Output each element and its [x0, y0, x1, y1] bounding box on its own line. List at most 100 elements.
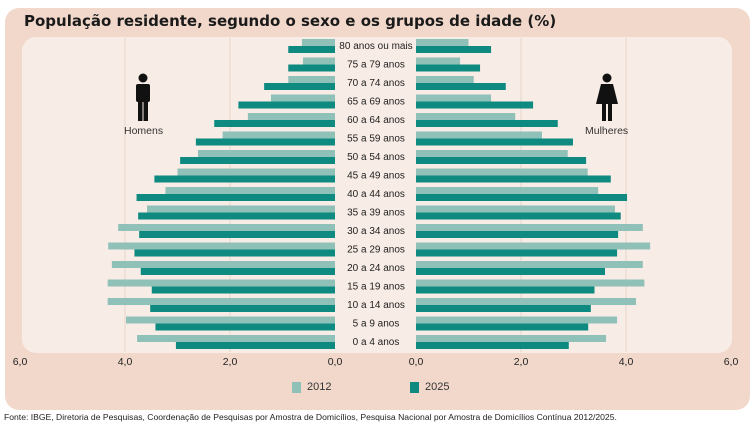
- bar-women-2025: [416, 46, 492, 53]
- bar-men-2025: [136, 194, 335, 201]
- bar-men-2012: [222, 131, 335, 139]
- bar-women-2012: [416, 298, 636, 305]
- bar-women-2025: [416, 249, 618, 257]
- category-label: 25 a 29 anos: [347, 245, 405, 256]
- legend-label-2012: 2012: [307, 381, 332, 393]
- category-label: 30 a 34 anos: [347, 226, 405, 237]
- bar-women-2012: [416, 168, 588, 176]
- men-label: Homens: [124, 125, 164, 137]
- bar-men-2025: [288, 64, 335, 72]
- category-label: 15 a 19 anos: [347, 282, 405, 293]
- bar-women-2025: [416, 268, 605, 275]
- bar-men-2012: [301, 39, 335, 46]
- x-tick-right: 0,0: [409, 356, 424, 368]
- category-label: 80 anos ou mais: [339, 41, 412, 52]
- bar-men-2025: [150, 305, 335, 312]
- bar-women-2025: [416, 83, 506, 90]
- bar-women-2012: [416, 242, 651, 250]
- bar-women-2025: [416, 212, 621, 220]
- category-label: 65 a 69 anos: [347, 97, 405, 108]
- bar-women-2025: [416, 194, 628, 201]
- bar-men-2012: [177, 168, 335, 176]
- legend-swatch-2025: [410, 381, 419, 393]
- bar-women-2012: [416, 94, 492, 102]
- legend-item-2012: 2012: [292, 381, 331, 393]
- bar-women-2025: [416, 175, 611, 183]
- category-label: 5 a 9 anos: [353, 319, 400, 330]
- bar-men-2012: [147, 205, 335, 213]
- bar-men-2012: [197, 150, 335, 157]
- bar-men-2025: [140, 268, 335, 275]
- bar-women-2012: [416, 224, 643, 231]
- bar-men-2012: [111, 261, 335, 268]
- bar-men-2025: [288, 46, 335, 53]
- category-label: 55 a 59 anos: [347, 134, 405, 145]
- bar-women-2025: [416, 323, 589, 331]
- category-label: 70 a 74 anos: [347, 78, 405, 89]
- bar-women-2012: [416, 316, 618, 324]
- bar-men-2025: [134, 249, 335, 257]
- bar-men-2012: [270, 94, 335, 102]
- bar-women-2025: [416, 231, 619, 238]
- category-label: 50 a 54 anos: [347, 152, 405, 163]
- bar-women-2025: [416, 101, 534, 109]
- bar-women-2012: [416, 131, 542, 139]
- bar-women-2012: [416, 150, 568, 157]
- x-tick-left: 6,0: [13, 356, 28, 368]
- legend-item-2025: 2025: [410, 381, 449, 393]
- bar-women-2012: [416, 187, 599, 194]
- category-label: 0 a 4 anos: [353, 337, 400, 348]
- bar-men-2025: [180, 157, 335, 164]
- bar-women-2025: [416, 342, 569, 349]
- bar-women-2025: [416, 120, 558, 127]
- bar-men-2025: [155, 323, 335, 331]
- bar-women-2025: [416, 305, 591, 312]
- bar-men-2012: [137, 335, 335, 342]
- bar-women-2025: [416, 157, 587, 164]
- source-note: Fonte: IBGE, Diretoria de Pesquisas, Coo…: [4, 412, 617, 422]
- bar-women-2012: [416, 57, 461, 65]
- x-tick-left: 0,0: [328, 356, 343, 368]
- category-label: 40 a 44 anos: [347, 189, 405, 200]
- bar-women-2012: [416, 279, 645, 287]
- bar-men-2012: [302, 57, 335, 65]
- bar-men-2025: [151, 286, 335, 294]
- bar-men-2025: [238, 101, 335, 109]
- man-icon: [136, 73, 150, 121]
- bar-men-2012: [165, 187, 335, 194]
- bar-women-2012: [416, 76, 474, 83]
- category-label: 35 a 39 anos: [347, 208, 405, 219]
- category-label: 45 a 49 anos: [347, 171, 405, 182]
- category-label: 20 a 24 anos: [347, 263, 405, 274]
- bar-women-2012: [416, 261, 643, 268]
- x-tick-left: 2,0: [223, 356, 238, 368]
- women-label: Mulheres: [585, 125, 629, 137]
- bar-women-2012: [416, 39, 469, 46]
- category-label: 60 a 64 anos: [347, 115, 405, 126]
- bar-men-2025: [195, 138, 335, 146]
- bar-women-2025: [416, 286, 595, 294]
- category-label: 75 a 79 anos: [347, 60, 405, 71]
- x-tick-left: 4,0: [118, 356, 133, 368]
- chart-title: População residente, segundo o sexo e os…: [24, 12, 557, 30]
- bar-women-2012: [416, 335, 607, 342]
- bar-women-2025: [416, 138, 573, 146]
- bar-men-2025: [175, 342, 335, 349]
- bar-women-2012: [416, 205, 615, 213]
- legend-label-2025: 2025: [425, 381, 450, 393]
- woman-icon: [596, 73, 618, 121]
- legend-swatch-2012: [292, 381, 301, 393]
- x-tick-right: 6,0: [724, 356, 739, 368]
- bar-women-2025: [416, 64, 481, 72]
- x-tick-right: 4,0: [619, 356, 634, 368]
- bar-men-2012: [247, 113, 335, 120]
- bar-men-2012: [107, 279, 335, 287]
- category-label: 10 a 14 anos: [347, 300, 405, 311]
- x-tick-right: 2,0: [514, 356, 529, 368]
- bar-men-2012: [108, 242, 335, 250]
- bar-women-2012: [416, 113, 516, 120]
- bar-men-2025: [139, 231, 335, 238]
- bar-men-2025: [264, 83, 335, 90]
- bar-men-2012: [288, 76, 335, 83]
